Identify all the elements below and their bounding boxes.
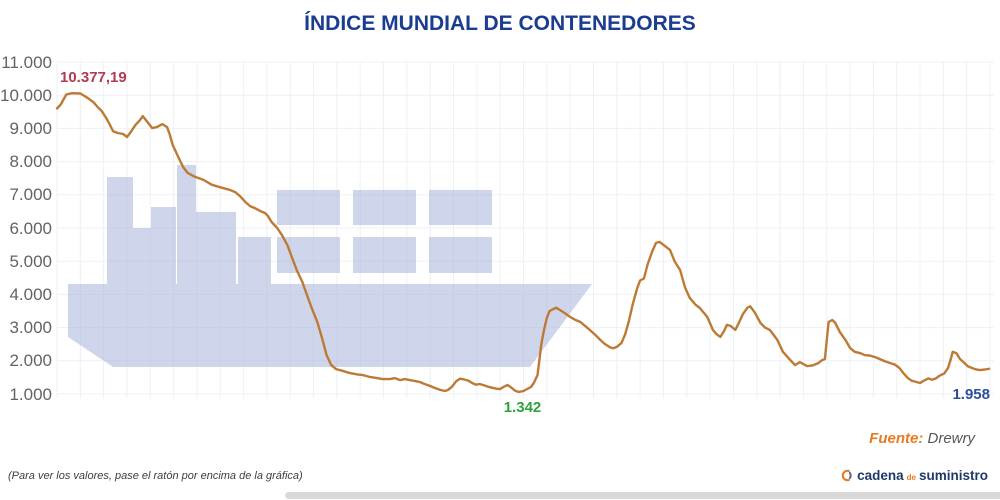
hover-hint-note: (Para ver los valores, pase el ratón por… bbox=[8, 470, 303, 482]
annotation-max-value: 10.377,19 bbox=[60, 69, 127, 86]
ship-stack-3 bbox=[238, 237, 271, 284]
logo-text-cadena: cadena bbox=[857, 468, 904, 483]
world-container-index-line[interactable] bbox=[55, 92, 991, 394]
y-tick-label: 11.000 bbox=[1, 52, 52, 72]
ship-stack-1 bbox=[151, 207, 176, 284]
ship-stack-2 bbox=[196, 212, 236, 284]
source-value: Drewry bbox=[927, 430, 976, 447]
ship-container bbox=[277, 190, 340, 225]
source-label: Fuente: bbox=[869, 430, 924, 447]
annotation-latest-value: 1.958 bbox=[952, 386, 990, 403]
ship-bridge-step bbox=[133, 228, 151, 284]
bottom-scrollbar-strip[interactable] bbox=[285, 492, 1000, 499]
y-tick-label: 10.000 bbox=[0, 85, 52, 105]
logo-text-de: de bbox=[906, 472, 916, 482]
ship-container bbox=[353, 237, 416, 273]
logo-circular-icon bbox=[841, 469, 852, 482]
ship-bridge bbox=[107, 177, 133, 284]
source-credit: Fuente: Drewry bbox=[869, 430, 975, 447]
y-tick-label: 1.000 bbox=[9, 384, 52, 404]
y-tick-label: 8.000 bbox=[9, 152, 52, 172]
chart-title: ÍNDICE MUNDIAL DE CONTENEDORES bbox=[304, 12, 696, 35]
ship-container bbox=[429, 190, 492, 225]
y-tick-label: 7.000 bbox=[9, 185, 52, 205]
y-tick-label: 2.000 bbox=[9, 351, 52, 371]
cadena-de-suministro-logo[interactable]: cadena de suministro bbox=[838, 468, 988, 483]
ship-container bbox=[429, 237, 492, 273]
y-tick-label: 5.000 bbox=[9, 251, 52, 271]
y-tick-label: 9.000 bbox=[9, 118, 52, 138]
y-tick-label: 6.000 bbox=[9, 218, 52, 238]
annotation-min-value: 1.342 bbox=[503, 399, 542, 416]
ship-funnel bbox=[177, 165, 196, 284]
y-tick-label: 3.000 bbox=[9, 318, 52, 338]
logo-text-suministro: suministro bbox=[918, 468, 988, 483]
ship-hull bbox=[68, 284, 592, 367]
container-ship-watermark bbox=[68, 165, 592, 367]
y-tick-label: 4.000 bbox=[9, 284, 52, 304]
ship-container bbox=[353, 190, 416, 225]
